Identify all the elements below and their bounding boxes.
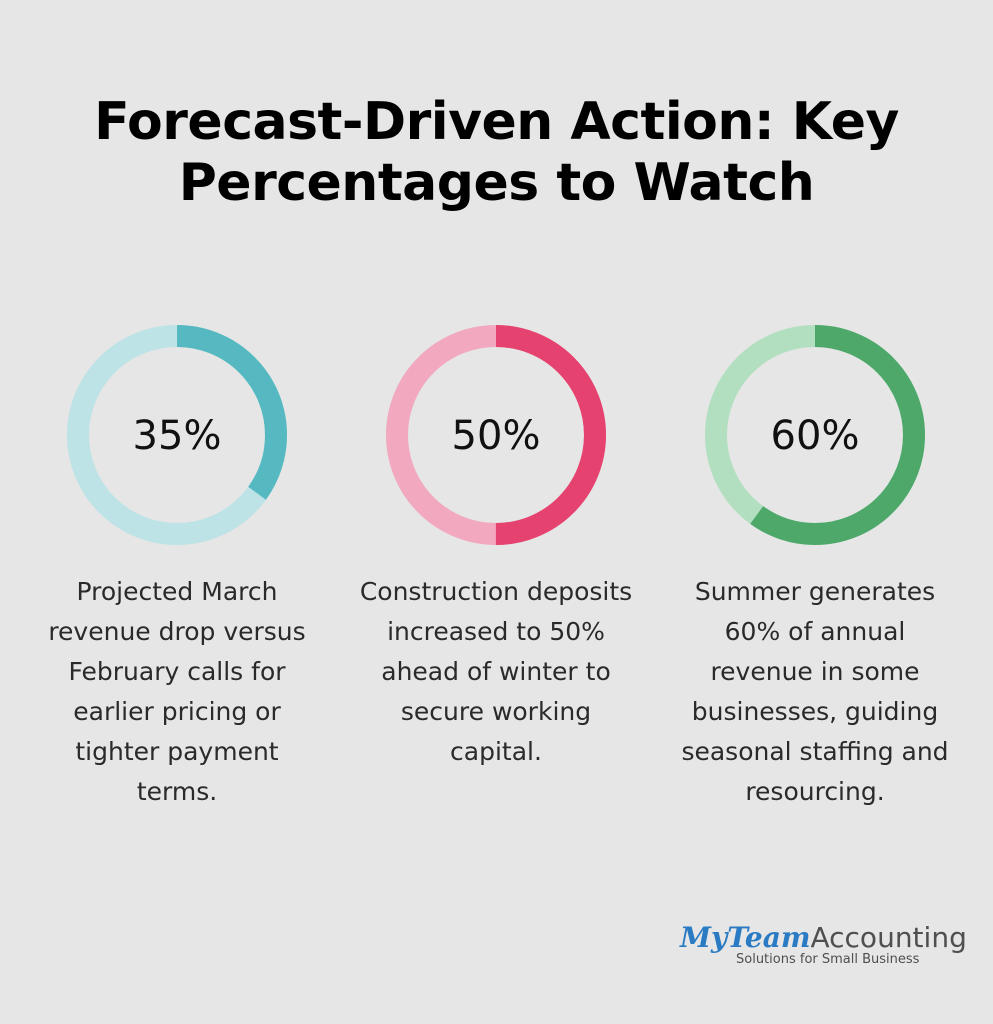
stat-description-2: Construction deposits increased to 50% a… [359,577,633,766]
page-title: Forecast-Driven Action: Key Percentages … [0,92,993,215]
donut-value-1: 35% [133,413,222,459]
brand-logo: MyTeamAccounting Solutions for Small Bus… [680,921,967,968]
stat-card-3: 60% Summer generates 60% of annual reven… [670,322,960,812]
logo-brand-my: MyTeam [680,921,811,954]
logo-wordmark: MyTeamAccounting [680,921,967,954]
donut-arc-1 [67,325,287,545]
stat-description-1: Projected March revenue drop versus Febr… [48,577,306,806]
donut-arc-2 [386,325,606,545]
logo-brand-accounting: Accounting [810,921,967,954]
donut-chart-1: 35% [67,325,287,545]
donut-value-3: 60% [771,413,860,459]
donut-arc-3 [705,325,925,545]
stat-card-2: 50% Construction deposits increased to 5… [351,322,641,772]
donut-chart-3: 60% [705,325,925,545]
logo-tagline: Solutions for Small Business [736,952,920,967]
stat-card-1: 35% Projected March revenue drop versus … [32,322,322,812]
title-line-2: Percentages to Watch [178,153,815,214]
title-line-1: Forecast-Driven Action: Key [94,92,899,152]
donut-chart-2: 50% [386,325,606,545]
stat-description-3: Summer generates 60% of annual revenue i… [681,577,949,806]
donut-value-2: 50% [452,413,541,459]
